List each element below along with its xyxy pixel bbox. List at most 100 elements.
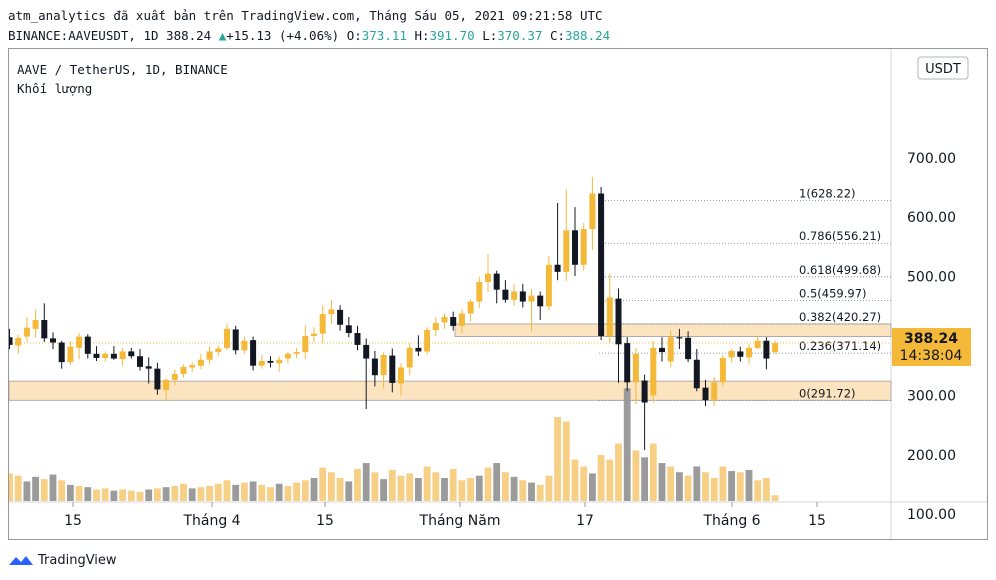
candle-body bbox=[15, 337, 22, 346]
candle-body bbox=[493, 273, 500, 290]
volume-bar bbox=[397, 475, 405, 501]
volume-bar bbox=[127, 490, 135, 501]
candle-body bbox=[415, 347, 422, 352]
candle-body bbox=[572, 230, 578, 265]
volume-bar bbox=[223, 480, 231, 501]
candle-body bbox=[293, 352, 300, 354]
volume-bar bbox=[597, 455, 605, 501]
candle-body bbox=[424, 330, 431, 352]
candle-body bbox=[502, 289, 509, 300]
candle-body bbox=[432, 322, 439, 331]
volume-bar bbox=[745, 469, 753, 501]
time-axis[interactable]: 15 Tháng 4 15 Tháng Năm 17 Tháng 6 15 bbox=[64, 502, 826, 529]
tradingview-brand[interactable]: TradingView bbox=[38, 552, 117, 568]
volume-bar bbox=[14, 475, 22, 501]
volume-bar bbox=[571, 459, 579, 501]
last-price-badge-bg bbox=[892, 327, 971, 366]
volume-bar bbox=[754, 480, 762, 501]
volume-bar bbox=[32, 476, 39, 501]
volume-bar bbox=[49, 474, 57, 501]
volume-bar bbox=[502, 472, 509, 501]
volume-bar bbox=[40, 479, 48, 501]
candle-body bbox=[232, 329, 239, 351]
candle-body bbox=[641, 380, 648, 403]
volume-bar bbox=[84, 487, 92, 501]
currency-badge-label: USDT bbox=[925, 62, 961, 77]
volume-bar bbox=[458, 480, 466, 501]
currency-badge[interactable] bbox=[917, 56, 969, 80]
volume-bar bbox=[763, 478, 770, 501]
volume-bar bbox=[119, 489, 126, 501]
volume-bar bbox=[293, 482, 300, 501]
support-resistance-zones bbox=[8, 323, 892, 401]
candle-body bbox=[354, 333, 361, 345]
time-axis-label: Tháng Năm bbox=[419, 513, 501, 529]
candle-body bbox=[371, 358, 378, 376]
candle-body bbox=[137, 356, 143, 367]
fib-level-label: 0.618(499.68) bbox=[799, 263, 881, 277]
candle-body bbox=[545, 264, 552, 307]
candle-body bbox=[189, 365, 196, 368]
candle-body bbox=[606, 297, 613, 336]
candle-body bbox=[554, 264, 561, 272]
candle-body bbox=[345, 325, 352, 334]
high-label: H: bbox=[414, 28, 430, 43]
candle-body bbox=[685, 337, 692, 360]
candle-body bbox=[128, 351, 135, 357]
chart-frame[interactable]: 1(628.22) 0.786(556.21) 0.618(499.68) 0.5(4… bbox=[6, 48, 988, 540]
candle-body bbox=[93, 353, 100, 358]
time-axis-label: 17 bbox=[576, 513, 594, 529]
price-zone bbox=[454, 323, 892, 337]
price-scale-label: 100.00 bbox=[907, 507, 956, 523]
high-value: 391.70 bbox=[429, 28, 475, 43]
volume-bar bbox=[415, 478, 422, 501]
candle-body bbox=[441, 316, 448, 323]
volume-bar bbox=[362, 463, 370, 501]
volume-bar bbox=[536, 484, 544, 501]
low-value: 370.37 bbox=[497, 28, 543, 43]
candle-body bbox=[250, 340, 257, 366]
volume-bar bbox=[206, 486, 213, 501]
volume-bar bbox=[58, 480, 66, 501]
volume-bar bbox=[406, 473, 414, 501]
candle-body bbox=[728, 350, 735, 358]
volume-bar bbox=[284, 486, 292, 501]
candle-body bbox=[102, 353, 109, 358]
candle-body bbox=[76, 336, 83, 348]
candle-body bbox=[737, 351, 744, 357]
chart-canvas[interactable]: 1(628.22) 0.786(556.21) 0.618(499.68) 0.5(4… bbox=[6, 49, 987, 539]
volume-bar bbox=[180, 483, 187, 501]
candle-body bbox=[145, 366, 152, 369]
volume-bar bbox=[214, 483, 222, 501]
price-zone bbox=[8, 380, 892, 401]
candle-body bbox=[58, 342, 65, 363]
candle-body bbox=[719, 357, 726, 383]
volume-bar bbox=[589, 473, 596, 501]
candle-body bbox=[84, 336, 91, 354]
candle-body bbox=[528, 295, 535, 302]
candle-body bbox=[276, 359, 283, 364]
candle-body bbox=[67, 346, 74, 363]
volume-bar bbox=[580, 466, 588, 501]
volume-bar bbox=[719, 466, 727, 501]
candle-body bbox=[772, 343, 779, 353]
fib-level-label: 0(291.72) bbox=[799, 386, 856, 400]
volume-bar bbox=[310, 478, 318, 501]
volume-bar bbox=[510, 476, 518, 501]
volume-bar bbox=[475, 475, 483, 501]
volume-bar bbox=[6, 473, 13, 501]
candle-body bbox=[598, 193, 605, 336]
candle-body bbox=[302, 336, 309, 353]
volume-bar bbox=[145, 489, 153, 501]
candle-body bbox=[624, 343, 631, 383]
tradingview-footer: TradingView bbox=[8, 550, 117, 570]
candle-body bbox=[537, 295, 544, 307]
candle-body bbox=[32, 319, 39, 329]
volume-bar bbox=[641, 457, 648, 501]
volume-bar bbox=[667, 466, 675, 501]
volume-bar bbox=[623, 388, 631, 501]
close-value: 388.24 bbox=[565, 28, 611, 43]
volume-bar bbox=[649, 443, 657, 501]
volume-bar bbox=[693, 466, 701, 501]
volume-bar bbox=[371, 472, 379, 501]
